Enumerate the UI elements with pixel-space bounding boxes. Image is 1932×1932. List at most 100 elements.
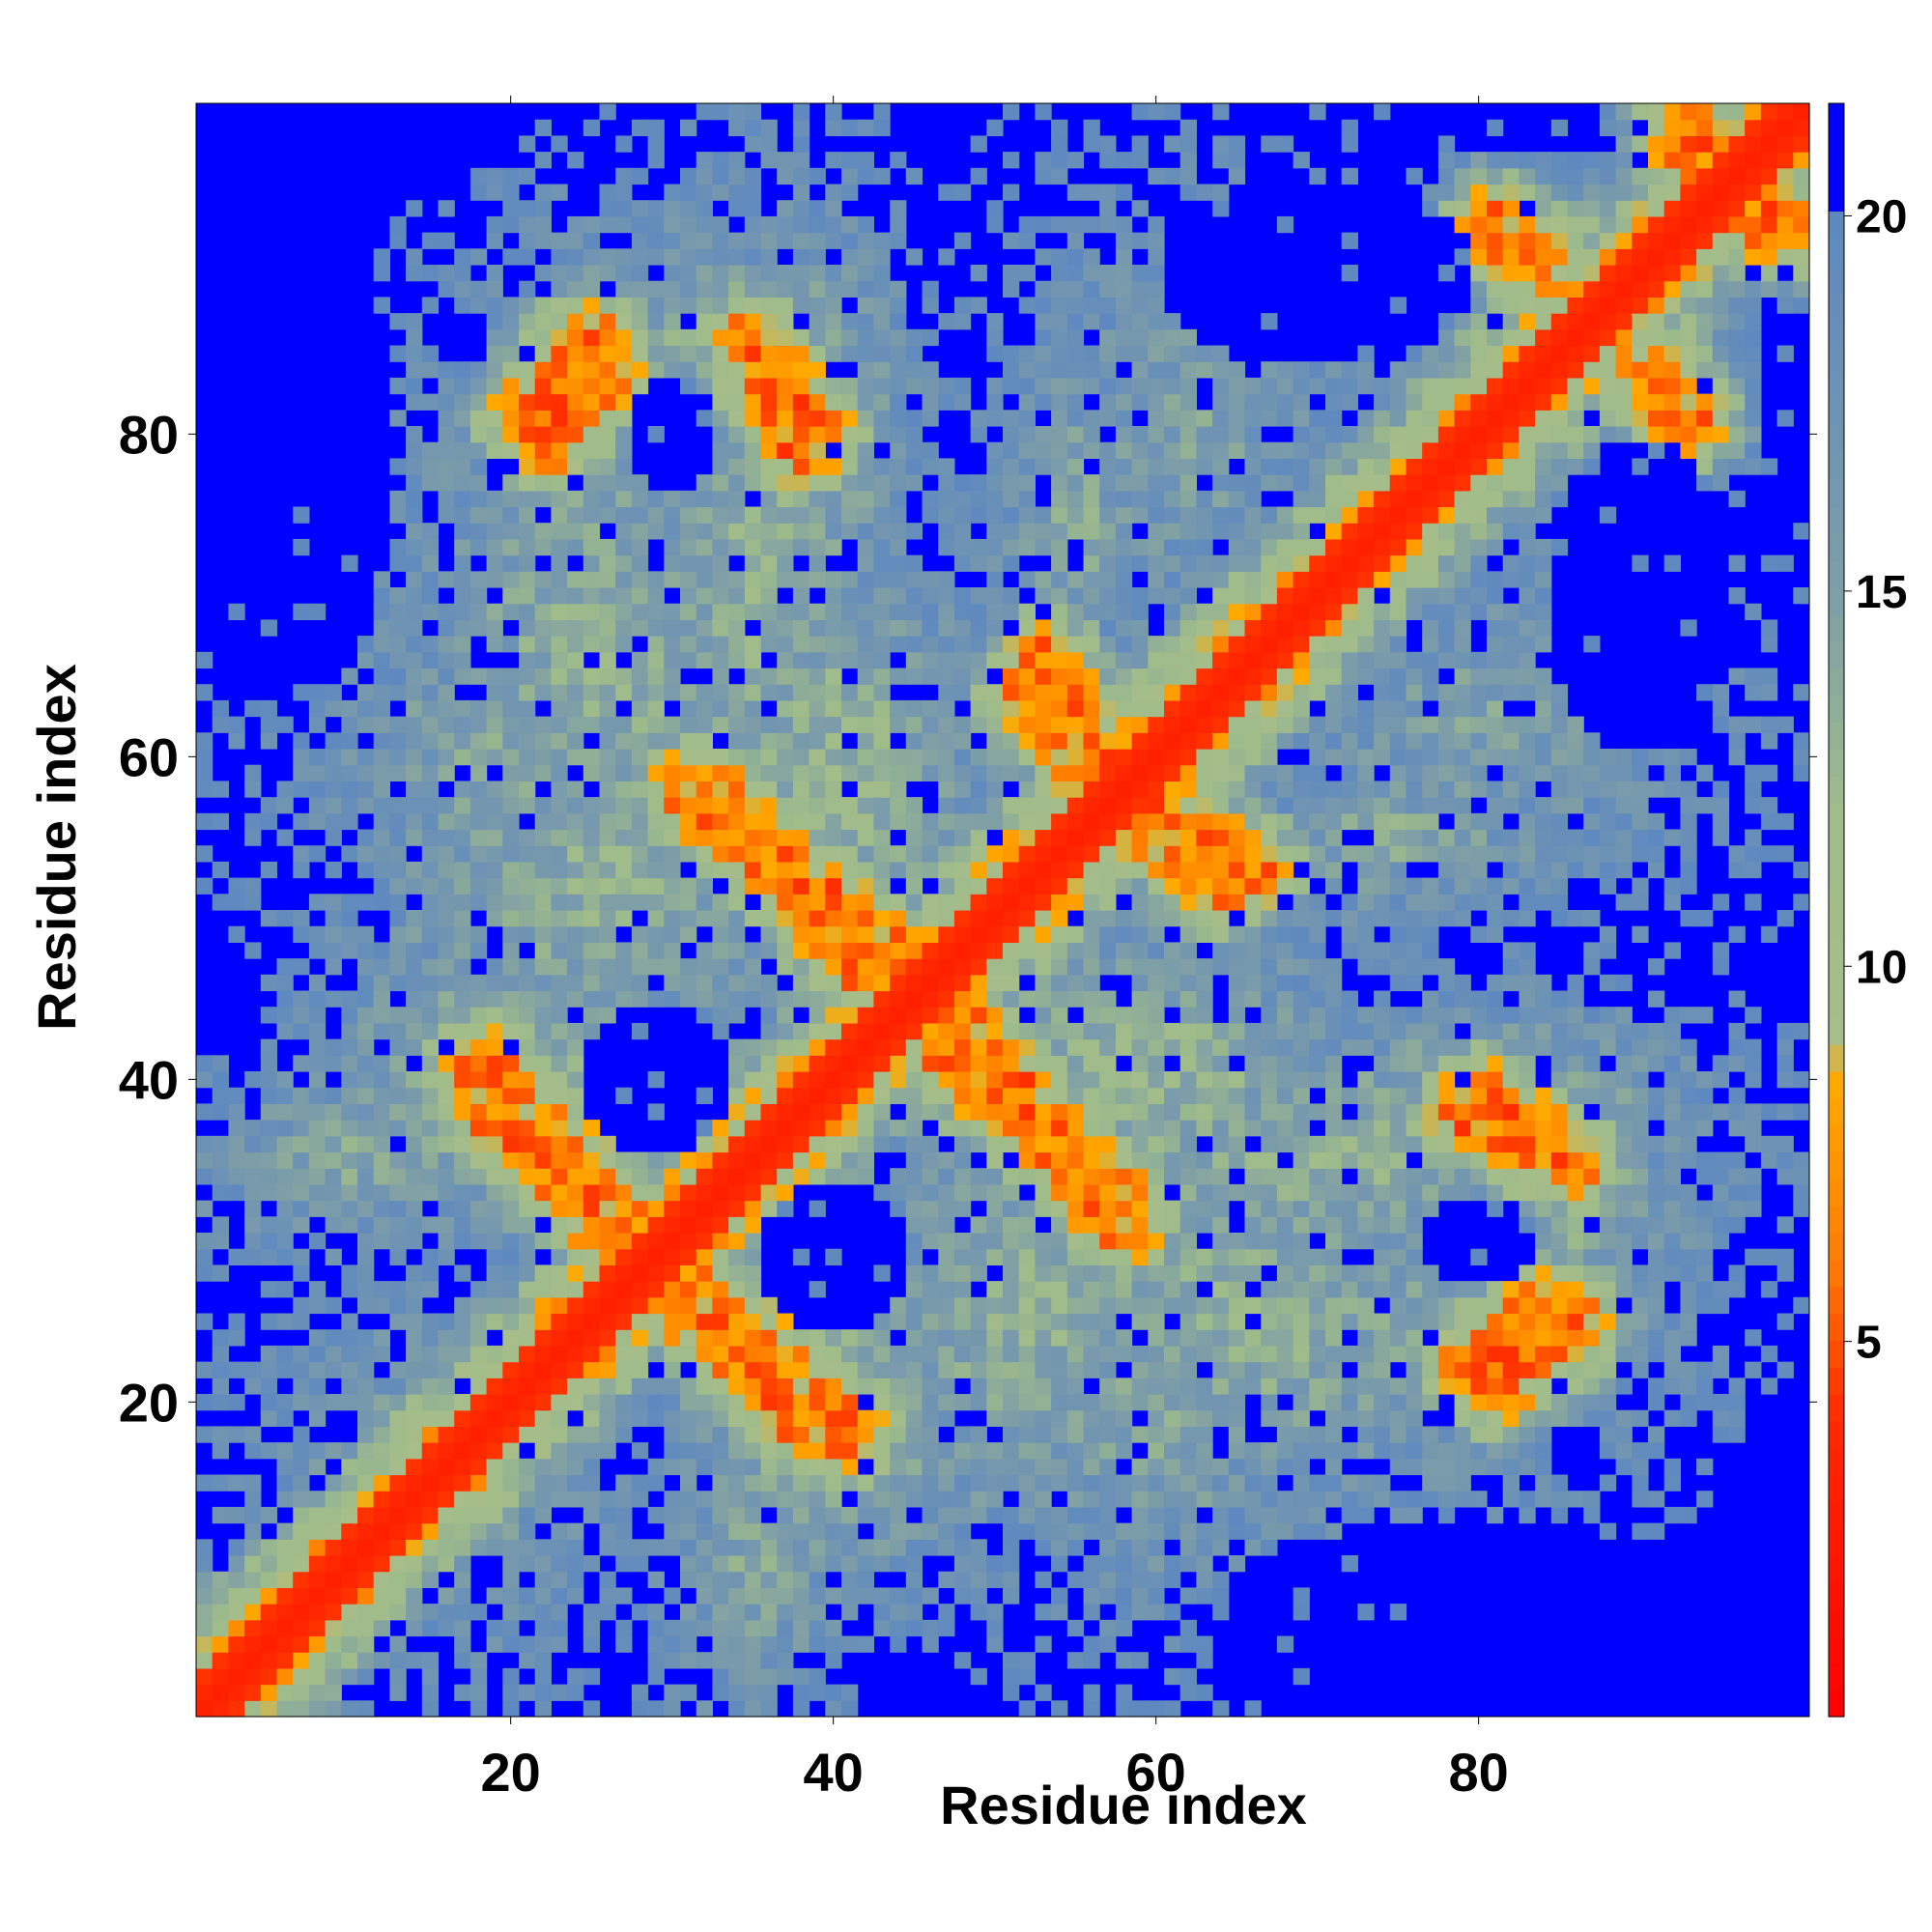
heatmap-cell xyxy=(454,587,471,605)
heatmap-cell xyxy=(825,265,842,282)
heatmap-cell xyxy=(615,732,633,750)
heatmap-cell xyxy=(469,797,488,814)
heatmap-cell xyxy=(1035,619,1052,637)
heatmap-cell xyxy=(1099,280,1117,298)
heatmap-cell xyxy=(873,781,891,798)
heatmap-cell xyxy=(1196,716,1213,733)
heatmap-cell xyxy=(1099,441,1117,459)
heatmap-cell xyxy=(744,861,762,879)
heatmap-cell xyxy=(1018,861,1036,879)
heatmap-cell xyxy=(1148,1071,1165,1089)
heatmap-cell xyxy=(1035,942,1052,959)
heatmap-cell xyxy=(341,1329,358,1347)
heatmap-cell xyxy=(228,1667,245,1686)
heatmap-cell xyxy=(809,538,826,556)
heatmap-cell xyxy=(469,1604,488,1621)
heatmap-cell xyxy=(196,1394,213,1411)
heatmap-cell xyxy=(1115,1087,1133,1104)
heatmap-cell xyxy=(970,1038,987,1056)
heatmap-cell xyxy=(1261,1394,1278,1411)
heatmap-cell xyxy=(244,1120,262,1137)
heatmap-cell xyxy=(534,1474,552,1492)
heatmap-cell xyxy=(1115,732,1133,750)
heatmap-cell xyxy=(308,1700,327,1718)
heatmap-cell xyxy=(809,280,826,298)
heatmap-cell xyxy=(519,1281,536,1298)
heatmap-cell xyxy=(341,1361,358,1378)
heatmap-cell xyxy=(647,1345,665,1363)
heatmap-cell xyxy=(196,1667,213,1686)
heatmap-cell xyxy=(196,1700,213,1718)
heatmap-cell xyxy=(792,1474,810,1492)
heatmap-cell xyxy=(406,699,423,718)
heatmap-cell xyxy=(777,829,794,846)
heatmap-cell xyxy=(1083,441,1100,459)
heatmap-cell xyxy=(631,1491,649,1508)
heatmap-cell xyxy=(454,781,471,798)
heatmap-cell xyxy=(1051,732,1068,750)
heatmap-cell xyxy=(873,749,891,766)
heatmap-cell xyxy=(938,990,955,1008)
heatmap-cell xyxy=(615,1345,633,1363)
heatmap-cell xyxy=(631,1604,649,1621)
heatmap-cell xyxy=(922,1038,939,1056)
heatmap-cell xyxy=(970,942,987,959)
heatmap-cell xyxy=(696,1296,713,1315)
heatmap-cell xyxy=(406,861,423,879)
heatmap-cell xyxy=(1164,1458,1181,1476)
heatmap-cell xyxy=(986,812,1004,831)
heatmap-cell xyxy=(260,699,278,718)
heatmap-cell xyxy=(1164,1264,1181,1282)
heatmap-cell xyxy=(728,1168,746,1185)
heatmap-cell xyxy=(534,1038,552,1056)
heatmap-cell xyxy=(1066,426,1085,443)
heatmap-cell xyxy=(551,248,568,266)
heatmap-cell xyxy=(809,1684,826,1701)
heatmap-cell xyxy=(228,1103,245,1121)
heatmap-cell xyxy=(293,732,310,750)
heatmap-cell xyxy=(744,345,762,362)
heatmap-cell xyxy=(953,636,972,653)
heatmap-cell xyxy=(244,1571,262,1588)
heatmap-cell xyxy=(664,1635,681,1653)
heatmap-cell xyxy=(1099,732,1117,750)
heatmap-cell xyxy=(696,1700,713,1718)
heatmap-cell xyxy=(986,1038,1004,1056)
heatmap-cell xyxy=(228,1587,245,1605)
heatmap-cell xyxy=(567,749,584,766)
heatmap-cell xyxy=(905,1200,923,1217)
heatmap-cell xyxy=(728,764,746,781)
heatmap-cell xyxy=(970,490,987,508)
heatmap-cell xyxy=(905,1378,923,1395)
heatmap-cell xyxy=(1276,1378,1294,1395)
heatmap-cell xyxy=(953,1151,972,1169)
heatmap-cell xyxy=(615,587,633,605)
heatmap-cell xyxy=(938,636,955,653)
heatmap-cell xyxy=(857,1103,874,1121)
heatmap-cell xyxy=(567,1555,584,1573)
heatmap-cell xyxy=(1131,506,1149,524)
heatmap-cell xyxy=(1035,1071,1052,1089)
heatmap-cell xyxy=(890,1378,907,1395)
heatmap-cell xyxy=(1261,732,1278,750)
heatmap-cell xyxy=(599,103,616,121)
heatmap-cell xyxy=(1196,1491,1213,1508)
heatmap-cell xyxy=(1164,894,1181,911)
heatmap-cell xyxy=(1196,619,1213,637)
heatmap-cell xyxy=(1228,699,1246,718)
heatmap-cell xyxy=(582,942,601,959)
heatmap-cell xyxy=(534,313,552,330)
heatmap-cell xyxy=(1099,990,1117,1008)
heatmap-cell xyxy=(260,861,278,879)
heatmap-cell xyxy=(841,1506,859,1524)
heatmap-cell xyxy=(857,554,874,572)
heatmap-cell xyxy=(1083,1458,1100,1476)
heatmap-cell xyxy=(1115,910,1133,927)
heatmap-cell xyxy=(1261,1233,1278,1250)
heatmap-cell xyxy=(953,619,972,637)
heatmap-cell xyxy=(1164,1071,1181,1089)
heatmap-cell xyxy=(873,958,891,976)
heatmap-cell xyxy=(986,458,1004,475)
heatmap-cell xyxy=(1196,554,1213,572)
heatmap-cell xyxy=(647,1635,665,1653)
